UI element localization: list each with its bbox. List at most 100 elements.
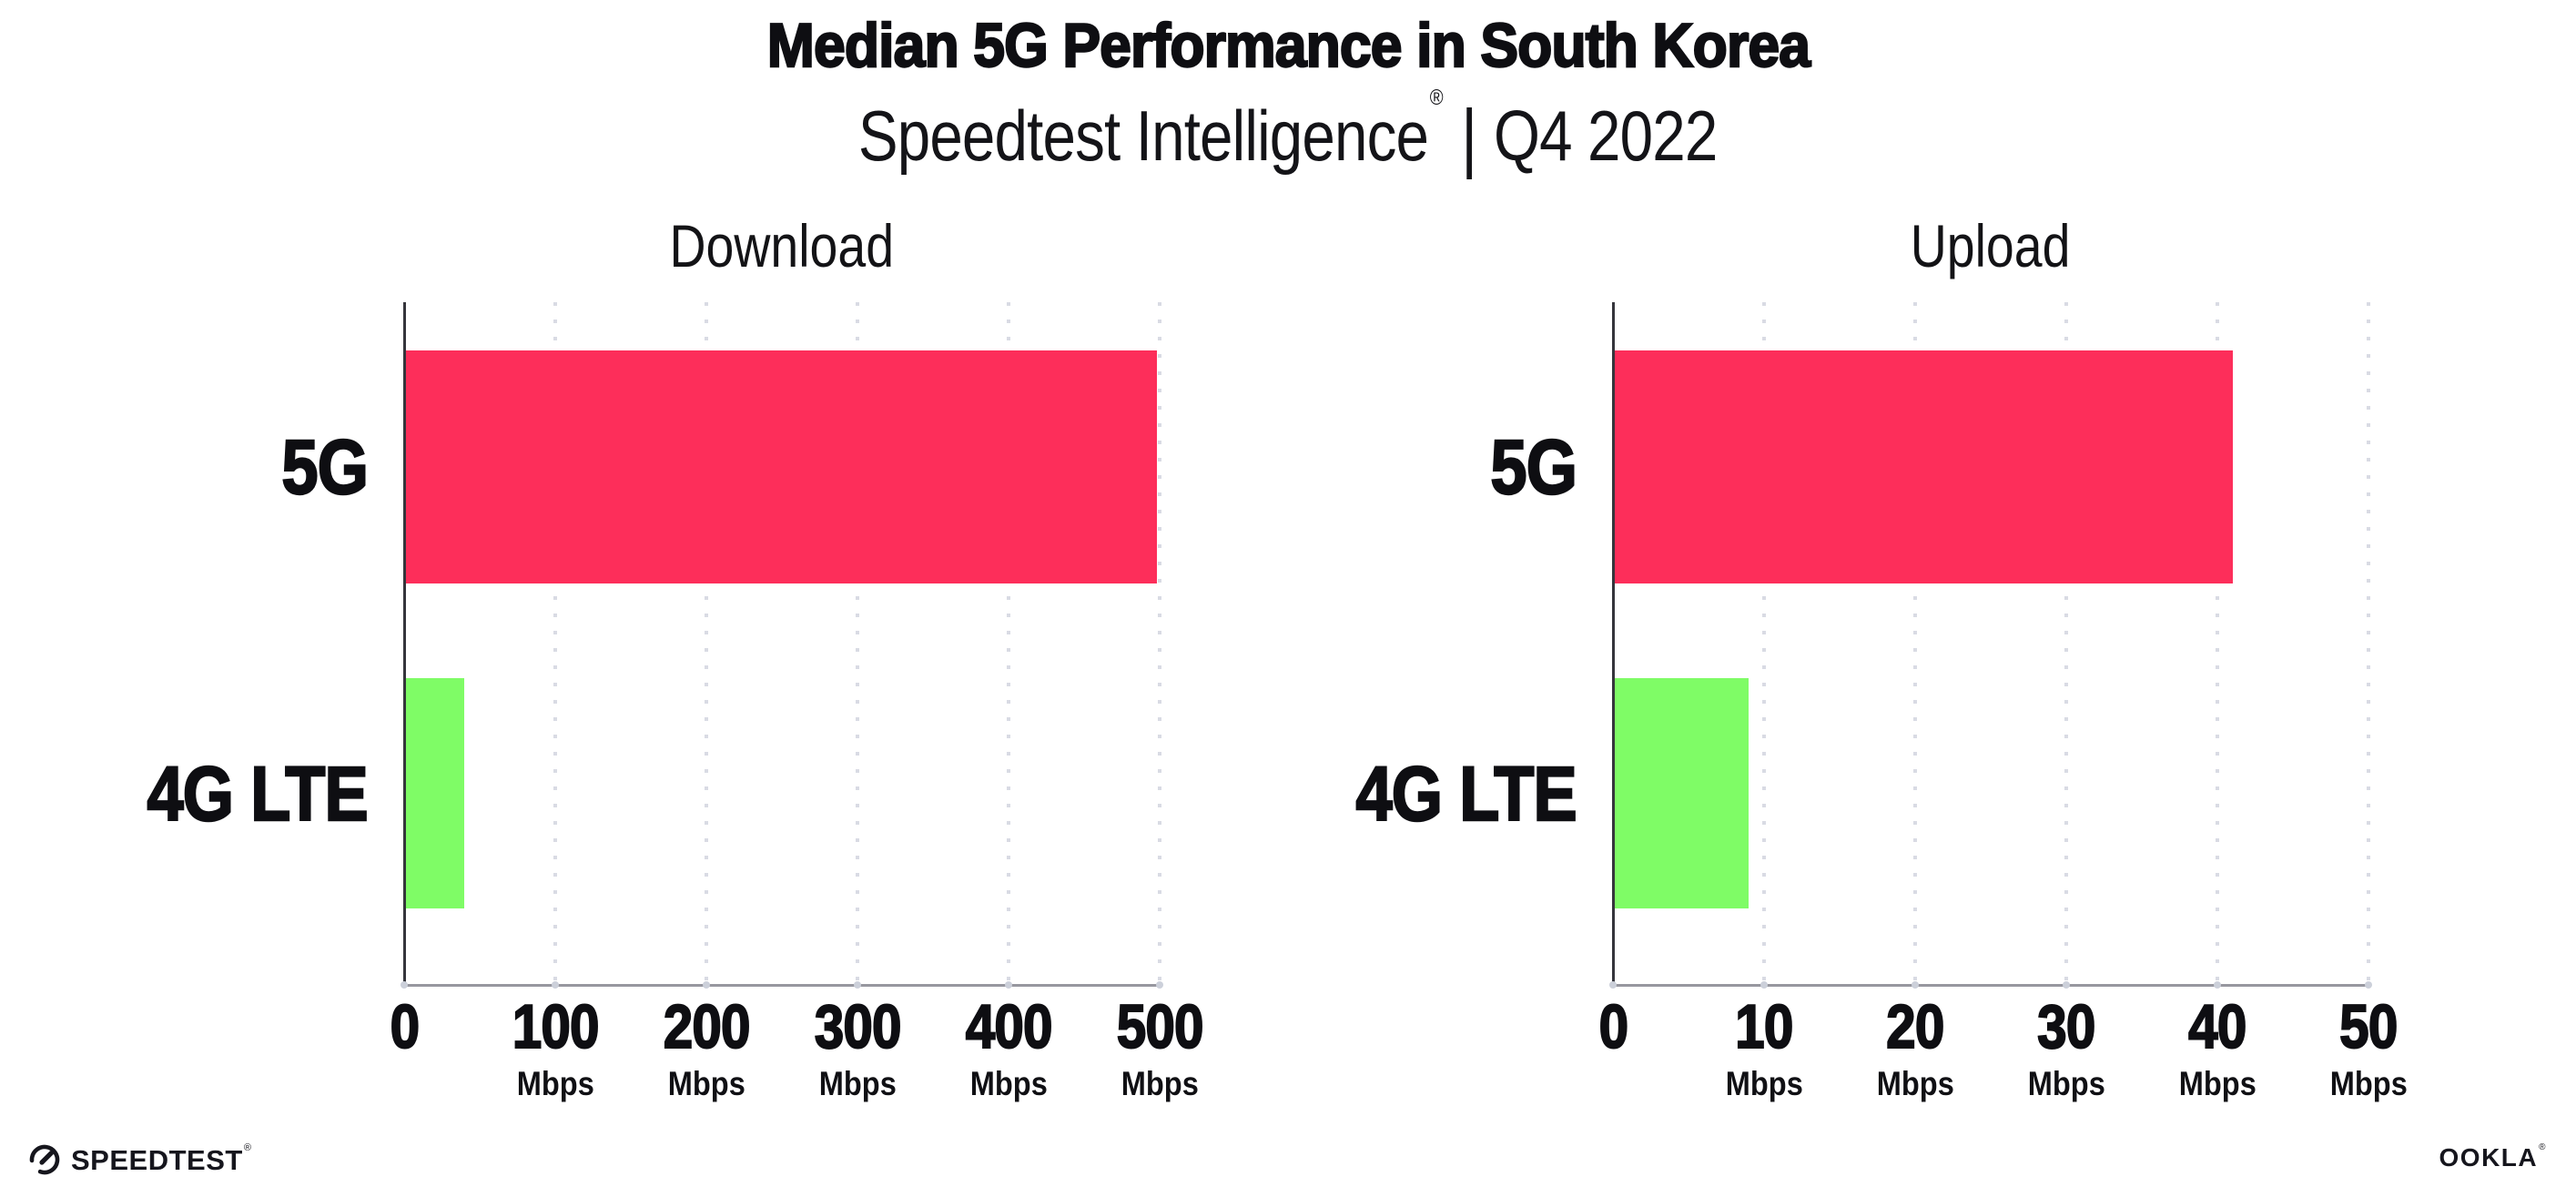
x-tick-label-text: 50 bbox=[2338, 992, 2399, 1061]
x-tick-label-text: 40 bbox=[2187, 992, 2247, 1061]
gridline-100 bbox=[553, 302, 557, 985]
x-tick-label: 0 bbox=[268, 992, 541, 1061]
subtitle-inner: Speedtest Intelligence® | Q4 2022 bbox=[858, 86, 1718, 179]
x-tick-label-text: 0 bbox=[1597, 992, 1628, 1061]
x-axis-tick-dot bbox=[854, 981, 861, 989]
category-label-text: 4G LTE bbox=[1355, 750, 1578, 837]
x-tick-label: 200 bbox=[570, 992, 843, 1061]
x-tick-20: 20 Mbps bbox=[1779, 992, 2052, 1101]
x-tick-label: 300 bbox=[721, 992, 994, 1061]
x-tick-unit-text: Mbps bbox=[818, 1065, 897, 1102]
x-axis-tick-dot bbox=[1912, 981, 1919, 989]
panel-title-upload: Upload bbox=[1613, 215, 2368, 277]
category-label-4g-lte: 4G LTE bbox=[1249, 739, 1578, 848]
x-tick-300: 300 Mbps bbox=[721, 992, 994, 1102]
x-tick-unit: Mbps bbox=[1628, 1067, 1901, 1101]
x-tick-label: 400 bbox=[872, 992, 1145, 1061]
x-tick-label-text: 100 bbox=[512, 992, 601, 1061]
y-axis-line bbox=[403, 302, 406, 988]
x-axis-tick-dot bbox=[401, 981, 408, 989]
gridline-10 bbox=[1762, 302, 1766, 985]
x-tick-unit: Mbps bbox=[1779, 1067, 2052, 1101]
x-axis-tick-dot bbox=[2365, 981, 2372, 989]
x-tick-label-text: 20 bbox=[1885, 992, 1945, 1061]
x-tick-unit-text: Mbps bbox=[1121, 1065, 1199, 1102]
x-tick-label-text: 200 bbox=[663, 992, 752, 1061]
chart-title-text: Median 5G Performance in South Korea bbox=[766, 10, 1810, 81]
x-tick-unit: Mbps bbox=[2232, 1067, 2505, 1101]
gridline-40 bbox=[2216, 302, 2219, 985]
x-axis-tick-dot bbox=[1156, 981, 1163, 989]
gridline-300 bbox=[856, 302, 859, 985]
x-tick-0: 0 bbox=[1476, 992, 1749, 1061]
x-tick-unit: Mbps bbox=[570, 1067, 843, 1101]
category-label-5g: 5G bbox=[1249, 412, 1578, 522]
x-tick-0: 0 bbox=[268, 992, 541, 1061]
gridline-400 bbox=[1007, 302, 1010, 985]
x-tick-unit-text: Mbps bbox=[1876, 1065, 1954, 1102]
speedtest-registered-mark: ® bbox=[243, 1142, 252, 1154]
x-tick-label: 30 bbox=[1930, 995, 2203, 1059]
x-axis-tick-dot bbox=[1609, 981, 1617, 989]
x-tick-10: 10 Mbps bbox=[1628, 992, 1901, 1101]
x-axis-line bbox=[404, 984, 1162, 987]
x-tick-label-text: 300 bbox=[814, 992, 903, 1061]
x-tick-label: 50 bbox=[2232, 992, 2505, 1061]
registered-trademark-symbol: ® bbox=[1430, 86, 1444, 110]
x-axis-tick-dot bbox=[2214, 981, 2221, 989]
x-tick-unit: Mbps bbox=[872, 1067, 1145, 1101]
panel-title-text: Download bbox=[669, 212, 895, 279]
x-axis-tick-dot bbox=[1760, 981, 1768, 989]
y-axis-line bbox=[1612, 302, 1615, 988]
gridline-200 bbox=[705, 302, 708, 985]
x-tick-unit-text: Mbps bbox=[1725, 1065, 1803, 1102]
subtitle-period: Q4 2022 bbox=[1494, 96, 1718, 176]
chart-title: Median 5G Performance in South Korea bbox=[0, 9, 2576, 82]
x-tick-50: 50 Mbps bbox=[2232, 992, 2505, 1101]
x-tick-label: 500 bbox=[1023, 992, 1296, 1061]
download-chart-panel: Download 5G 4G LTE 0 100 Mbps 200 Mbps 300 Mbps 40… bbox=[147, 215, 1205, 1101]
x-axis-tick-dot bbox=[552, 981, 559, 989]
category-label-5g: 5G bbox=[40, 412, 370, 522]
bar-4g-lte-download bbox=[404, 678, 465, 908]
bar-5g-upload bbox=[1613, 350, 2233, 583]
speedtest-wordmark: SPEEDTEST® bbox=[71, 1142, 252, 1176]
panel-title-text: Upload bbox=[1911, 212, 2071, 279]
x-tick-label-text: 10 bbox=[1734, 992, 1794, 1061]
category-label-4g-lte: 4G LTE bbox=[40, 739, 370, 848]
gridline-50 bbox=[2367, 302, 2370, 985]
chart-subtitle: Speedtest Intelligence® | Q4 2022 bbox=[0, 86, 2576, 179]
x-axis-tick-dot bbox=[2063, 981, 2070, 989]
panel-title-download: Download bbox=[404, 215, 1160, 277]
x-tick-100: 100 Mbps bbox=[419, 992, 692, 1101]
bar-4g-lte-upload bbox=[1613, 678, 1749, 908]
gridline-20 bbox=[1913, 302, 1917, 985]
x-tick-unit: Mbps bbox=[419, 1067, 692, 1101]
ookla-registered-mark: ® bbox=[2539, 1141, 2547, 1152]
gridline-30 bbox=[2064, 302, 2068, 985]
x-axis-tick-dot bbox=[1005, 981, 1012, 989]
ookla-wordmark: OOKLA® bbox=[2439, 1141, 2547, 1172]
ookla-logo: OOKLA® bbox=[2439, 1141, 2547, 1172]
x-tick-400: 400 Mbps bbox=[872, 992, 1145, 1101]
x-tick-unit-text: Mbps bbox=[969, 1065, 1048, 1102]
bar-5g-download bbox=[404, 350, 1157, 583]
x-tick-label-text: 500 bbox=[1116, 992, 1205, 1061]
speedtest-gauge-icon bbox=[29, 1144, 60, 1175]
x-tick-unit: Mbps bbox=[1023, 1067, 1296, 1101]
x-tick-label-text: 0 bbox=[389, 992, 420, 1061]
x-tick-30: 30 Mbps bbox=[1930, 995, 2203, 1101]
x-tick-unit-text: Mbps bbox=[2178, 1065, 2257, 1102]
x-tick-label: 100 bbox=[419, 992, 692, 1061]
x-axis-line bbox=[1613, 984, 2371, 987]
x-tick-label: 40 bbox=[2081, 992, 2354, 1061]
x-tick-unit: Mbps bbox=[2081, 1067, 2354, 1101]
subtitle-separator: | bbox=[1461, 94, 1477, 179]
x-tick-unit: Mbps bbox=[1930, 1067, 2203, 1101]
category-label-text: 5G bbox=[1489, 424, 1578, 510]
x-tick-label-text: 400 bbox=[965, 992, 1054, 1061]
x-tick-unit-text: Mbps bbox=[2027, 1065, 2105, 1102]
x-tick-label: 20 bbox=[1779, 992, 2052, 1061]
x-tick-unit-text: Mbps bbox=[516, 1065, 594, 1102]
